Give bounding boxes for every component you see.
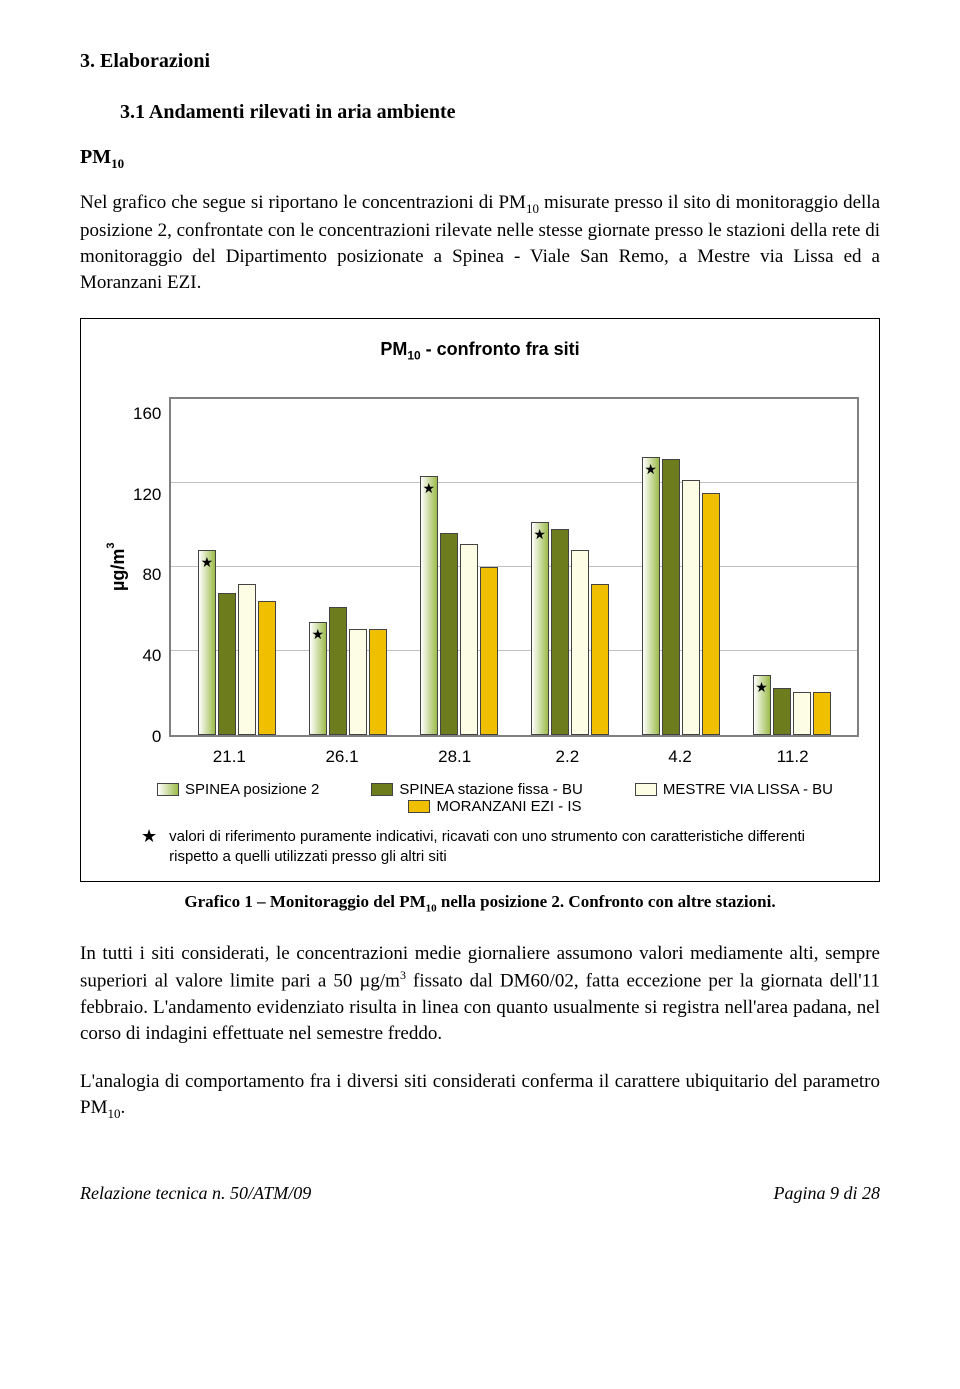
plot-area: µg/m3 160 120 80 40 0 ★ ★ ★ ★ ★ ★ bbox=[101, 397, 859, 737]
bar bbox=[218, 593, 236, 735]
star-icon: ★ bbox=[755, 680, 768, 697]
plot: ★ ★ ★ ★ ★ ★ bbox=[169, 397, 859, 737]
ytick: 160 bbox=[133, 405, 161, 422]
bar bbox=[773, 688, 791, 735]
y-axis-title: µg/m3 bbox=[101, 397, 133, 737]
legend-item: SPINEA posizione 2 bbox=[157, 781, 319, 798]
bar bbox=[258, 601, 276, 735]
bar bbox=[460, 544, 478, 735]
caption-p2: nella posizione 2. Confronto con altre s… bbox=[437, 892, 776, 911]
y-ticks: 160 120 80 40 0 bbox=[133, 397, 169, 737]
bar: ★ bbox=[531, 522, 549, 735]
subsection-heading: 3.1 Andamenti rilevati in aria ambiente bbox=[120, 101, 880, 124]
bar bbox=[238, 584, 256, 735]
bar-group: ★ bbox=[420, 399, 498, 735]
legend-swatch bbox=[408, 800, 430, 813]
bar bbox=[662, 459, 680, 735]
intro-paragraph: Nel grafico che segue si riportano le co… bbox=[80, 190, 880, 296]
bar-group: ★ bbox=[531, 399, 609, 735]
body-paragraph-2: L'analogia di comportamento fra i divers… bbox=[80, 1069, 880, 1123]
footer-left: Relazione tecnica n. 50/ATM/09 bbox=[80, 1183, 311, 1204]
xtick: 2.2 bbox=[511, 747, 624, 767]
star-icon: ★ bbox=[141, 827, 157, 868]
pm-prefix: PM bbox=[80, 146, 111, 168]
ytick: 0 bbox=[133, 728, 161, 745]
bar bbox=[702, 493, 720, 735]
legend-swatch bbox=[157, 783, 179, 796]
bar: ★ bbox=[420, 476, 438, 735]
bar bbox=[369, 629, 387, 735]
legend-label: MESTRE VIA LISSA - BU bbox=[663, 781, 833, 798]
caption-p1: Grafico 1 – Monitoraggio del PM bbox=[184, 892, 425, 911]
ytick: 120 bbox=[133, 486, 161, 503]
page-footer: Relazione tecnica n. 50/ATM/09 Pagina 9 … bbox=[80, 1183, 880, 1204]
bar-group: ★ bbox=[642, 399, 720, 735]
xtick: 4.2 bbox=[624, 747, 737, 767]
chart-title-suffix: - confronto fra siti bbox=[421, 339, 580, 359]
ytick: 40 bbox=[133, 647, 161, 664]
yaxis-sup: 3 bbox=[105, 543, 117, 549]
chart-note: ★ valori di riferimento puramente indica… bbox=[141, 827, 849, 868]
bar bbox=[591, 584, 609, 735]
chart-title-prefix: PM bbox=[380, 339, 407, 359]
bar-group: ★ bbox=[753, 399, 831, 735]
star-icon: ★ bbox=[533, 527, 546, 544]
legend-item: MORANZANI EZI - IS bbox=[408, 798, 581, 815]
legend-label: SPINEA posizione 2 bbox=[185, 781, 319, 798]
chart-caption: Grafico 1 – Monitoraggio del PM10 nella … bbox=[80, 892, 880, 914]
chart-note-text: valori di riferimento puramente indicati… bbox=[169, 827, 849, 868]
xtick: 21.1 bbox=[173, 747, 286, 767]
p1-sub: 10 bbox=[526, 201, 539, 216]
bar bbox=[793, 692, 811, 735]
star-icon: ★ bbox=[644, 462, 657, 479]
yaxis-prefix: µg/m bbox=[108, 549, 128, 591]
bar bbox=[813, 692, 831, 735]
bar: ★ bbox=[309, 622, 327, 735]
bar: ★ bbox=[753, 675, 771, 735]
legend-label: MORANZANI EZI - IS bbox=[436, 798, 581, 815]
bar bbox=[571, 550, 589, 735]
xtick: 28.1 bbox=[398, 747, 511, 767]
ytick: 80 bbox=[133, 566, 161, 583]
section-heading: 3. Elaborazioni bbox=[80, 50, 880, 73]
bar: ★ bbox=[642, 457, 660, 735]
legend-item: MESTRE VIA LISSA - BU bbox=[635, 781, 833, 798]
pm10-label: PM10 bbox=[80, 146, 880, 172]
body-paragraph-1: In tutti i siti considerati, le concentr… bbox=[80, 941, 880, 1047]
bar-group: ★ bbox=[309, 399, 387, 735]
legend: SPINEA posizione 2 SPINEA stazione fissa … bbox=[131, 781, 859, 815]
bar: ★ bbox=[198, 550, 216, 735]
caption-sub: 10 bbox=[426, 903, 437, 915]
bar bbox=[440, 533, 458, 735]
bar bbox=[682, 480, 700, 735]
chart-title: PM10 - confronto fra siti bbox=[101, 339, 859, 363]
chart-title-sub: 10 bbox=[407, 349, 420, 363]
star-icon: ★ bbox=[422, 481, 435, 498]
p1-part1: Nel grafico che segue si riportano le co… bbox=[80, 192, 526, 213]
p3-sub: 10 bbox=[107, 1106, 120, 1121]
p3-part2: . bbox=[120, 1097, 125, 1118]
bar-group: ★ bbox=[198, 399, 276, 735]
xtick: 11.2 bbox=[736, 747, 849, 767]
footer-right: Pagina 9 di 28 bbox=[774, 1183, 881, 1204]
legend-label: SPINEA stazione fissa - BU bbox=[399, 781, 582, 798]
bar bbox=[329, 607, 347, 735]
xtick: 26.1 bbox=[286, 747, 399, 767]
legend-swatch bbox=[635, 783, 657, 796]
bar bbox=[349, 629, 367, 735]
p3-part1: L'analogia di comportamento fra i divers… bbox=[80, 1071, 880, 1118]
chart-container: PM10 - confronto fra siti µg/m3 160 120 … bbox=[80, 318, 880, 882]
bar bbox=[480, 567, 498, 735]
x-ticks: 21.126.128.12.24.211.2 bbox=[163, 747, 859, 767]
bar bbox=[551, 529, 569, 735]
legend-swatch bbox=[371, 783, 393, 796]
legend-item: SPINEA stazione fissa - BU bbox=[371, 781, 582, 798]
star-icon: ★ bbox=[312, 627, 325, 644]
star-icon: ★ bbox=[201, 555, 214, 572]
pm-sub: 10 bbox=[111, 156, 124, 171]
